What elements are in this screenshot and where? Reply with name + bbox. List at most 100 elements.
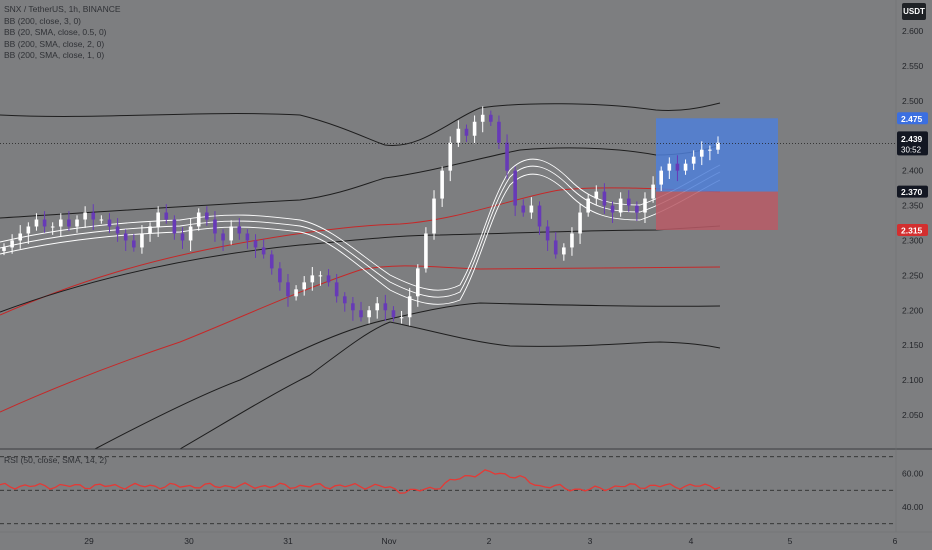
candle-body: [667, 163, 672, 171]
candle-body: [683, 163, 688, 171]
candle-body: [278, 268, 282, 283]
candle-body: [310, 275, 315, 283]
candle-body: [415, 268, 420, 297]
indicator-bb-1[interactable]: BB (200, close, 3, 0): [4, 15, 82, 26]
entry-price-label: 2.370: [901, 187, 923, 197]
stop-price-label: 2.315: [901, 225, 923, 235]
candle-body: [99, 219, 104, 221]
candle-body: [545, 226, 550, 241]
bb200-mid: [0, 187, 721, 316]
candle-body: [67, 219, 71, 227]
price-tick-label: 2.350: [902, 201, 924, 211]
candle-body: [286, 282, 290, 297]
price-axis[interactable]: 2.6002.5502.5002.4502.4002.3502.3002.250…: [902, 26, 924, 420]
candle-body: [221, 233, 225, 241]
candle-body: [708, 149, 712, 151]
bb200-upper-3: [0, 102, 721, 147]
price-tick-label: 2.400: [902, 166, 924, 176]
bar-countdown: 30:52: [901, 145, 922, 154]
candle-body: [10, 240, 14, 248]
candle-body: [562, 247, 566, 255]
candle-body: [213, 219, 217, 234]
long-position-tool[interactable]: [656, 118, 778, 230]
candle-body: [42, 219, 47, 227]
candle-body: [261, 247, 266, 255]
candle-body: [472, 121, 477, 136]
candle-body: [440, 170, 444, 199]
candle-body: [318, 275, 323, 277]
bb200-lower-3: [179, 321, 721, 450]
candle-body: [699, 149, 704, 157]
candle-body: [342, 296, 347, 304]
time-tick-label: 3: [588, 536, 593, 546]
rsi-pane: [0, 456, 896, 525]
candle-body: [716, 142, 720, 150]
candle-body: [578, 212, 582, 234]
candle-body: [375, 303, 380, 311]
candle-body: [383, 303, 388, 311]
bb20-line-3: [0, 173, 721, 305]
candle-body: [691, 156, 696, 164]
chart-legend: SNX / TetherUS, 1h, BINANCE BB (200, clo…: [4, 4, 121, 62]
candle-body: [521, 205, 526, 213]
candle-body: [570, 233, 574, 248]
indicator-bb-3[interactable]: BB (200, SMA, close, 2, 0): [4, 38, 105, 49]
position-loss-zone: [656, 191, 778, 230]
symbol-title[interactable]: SNX / TetherUS, 1h, BINANCE: [4, 4, 121, 14]
time-tick-label: Nov: [381, 536, 397, 546]
candle-body: [205, 212, 209, 220]
candle-body: [456, 128, 461, 143]
time-tick-label: 30: [184, 536, 194, 546]
candle-body: [156, 212, 160, 227]
rsi-tick-label: 60.00: [902, 469, 924, 479]
rsi-indicator-title[interactable]: RSI (50, close, SMA, 14, 2): [4, 455, 107, 465]
candle-body: [489, 114, 493, 122]
currency-button[interactable]: USDT: [902, 3, 926, 20]
time-axis[interactable]: 29 30 31 Nov 2 3 4 5 6: [0, 531, 932, 546]
candle-body: [188, 226, 193, 241]
time-tick-label: 4: [689, 536, 694, 546]
rsi-line: [0, 469, 721, 494]
candle-body: [123, 233, 128, 241]
candles: [2, 106, 720, 326]
candle-body: [618, 198, 623, 213]
candle-body: [132, 240, 136, 248]
candle-body: [635, 205, 639, 213]
candle-body: [253, 240, 258, 248]
candle-body: [50, 226, 55, 228]
bb200-lower-2: [94, 302, 721, 450]
indicator-bb-4[interactable]: BB (200, SMA, close, 1, 0): [4, 50, 105, 60]
rsi-axis: 60.00 40.00: [902, 469, 924, 513]
candle-body: [58, 219, 63, 227]
time-tick-label: 6: [893, 536, 898, 546]
bollinger-bands: [0, 102, 721, 450]
candle-body: [180, 233, 185, 241]
candle-body: [513, 170, 517, 206]
candle-body: [359, 310, 363, 318]
candle-body: [18, 233, 23, 241]
candle-body: [424, 233, 428, 269]
candle-body: [75, 219, 79, 227]
candle-body: [148, 226, 152, 234]
candle-body: [497, 121, 501, 143]
entry-price-label-bg: [897, 185, 928, 198]
candle-body: [659, 170, 664, 185]
bb200-upper-2: [0, 144, 721, 219]
candle-body: [107, 219, 112, 227]
candle-body: [399, 317, 404, 319]
price-tick-label: 2.200: [902, 305, 924, 315]
candle-body: [269, 254, 274, 269]
candle-body: [334, 282, 339, 297]
indicator-bb-2[interactable]: BB (20, SMA, close, 0.5, 0): [4, 27, 107, 37]
candle-body: [302, 282, 307, 290]
candle-body: [505, 142, 509, 171]
candle-body: [237, 226, 242, 234]
bb200-mid-red2: [0, 265, 721, 413]
time-tick-label: 31: [283, 536, 293, 546]
candle-body: [651, 184, 655, 199]
candle-body: [140, 233, 144, 248]
bb200-lower-1: [0, 225, 721, 313]
candle-body: [391, 310, 396, 318]
candle-body: [83, 212, 87, 220]
